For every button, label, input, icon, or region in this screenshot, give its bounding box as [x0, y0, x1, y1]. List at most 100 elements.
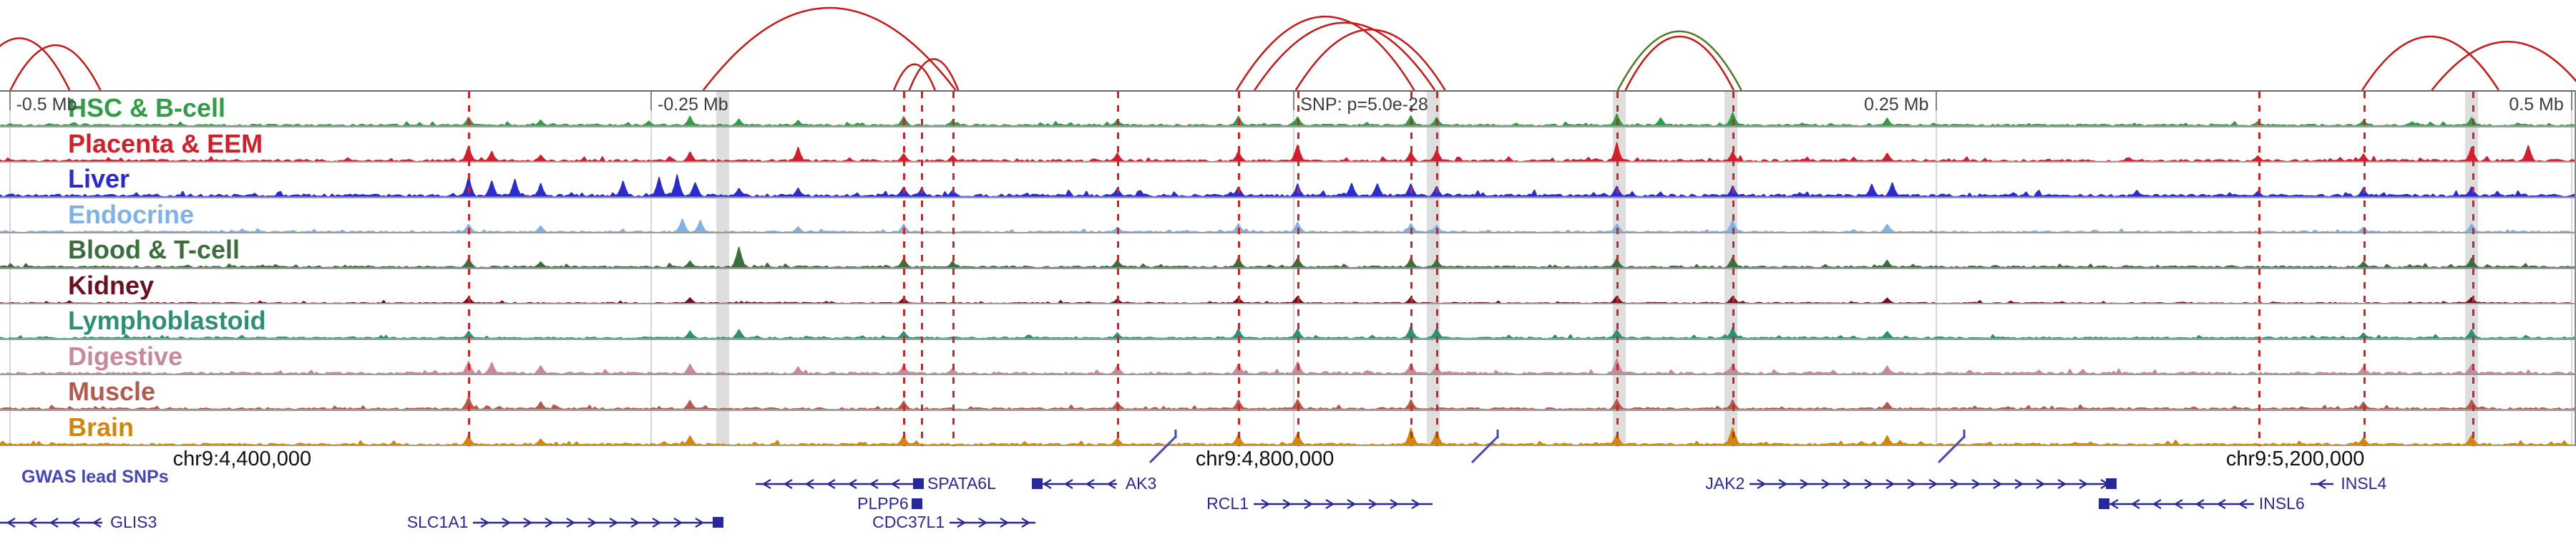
gene-label: AK3 [1125, 474, 1157, 493]
gene-line [2102, 499, 2254, 509]
gene-label: CDC37L1 [872, 513, 945, 531]
lead-snp-dashed-line [1616, 92, 1619, 446]
track-label: Blood & T-cell [68, 235, 240, 264]
lead-snp-marker [1937, 430, 1966, 464]
signal-tracks-panel: HSC & B-cell Placenta & EEM Liver Endocrine… [0, 90, 2576, 446]
lead-snp-dashed-line [2472, 92, 2474, 446]
lead-snp-dashed-line [1436, 92, 1439, 446]
axis-tick [650, 92, 652, 110]
interaction-arc [2361, 35, 2500, 91]
genomic-coordinate-row: chr9:4,400,000 chr9:4,800,000 chr9:5,200,0… [0, 448, 2576, 470]
lead-snp-dashed-line [903, 92, 906, 446]
interaction-arc [1294, 29, 1446, 91]
interaction-arcs-canvas [0, 7, 2576, 91]
gene-label: JAK2 [1705, 474, 1745, 493]
axis-gridline [9, 92, 11, 446]
axis-gridline [1293, 92, 1295, 446]
gene-line [756, 479, 921, 489]
axis-tick-label: 0.25 Mb [1864, 95, 1929, 115]
track-row: Digestive [0, 340, 2575, 375]
track-row: Blood & T-cell [0, 233, 2575, 269]
signal-area [0, 295, 2575, 303]
track-row: Brain [0, 411, 2575, 446]
axis-tick-label: -0.25 Mb [658, 95, 728, 115]
lead-snp-dashed-line [1732, 92, 1735, 446]
lead-snp-dashed-line [1297, 92, 1299, 446]
lead-snp-dashed-line [2258, 92, 2260, 446]
lead-snp-dashed-line [921, 92, 924, 446]
coordinate-label: chr9:4,800,000 [1195, 448, 1335, 470]
track-label: Muscle [68, 377, 156, 406]
interaction-arc [1624, 36, 1735, 91]
axis-tick [1936, 92, 1938, 110]
interaction-arc [1616, 30, 1742, 91]
track-row: Endocrine [0, 198, 2575, 233]
track-row: Placenta & EEM [0, 127, 2575, 163]
gene-label: RCL1 [1206, 494, 1249, 513]
gene-label: SPATA6L [927, 474, 996, 493]
axis-gridline [1936, 92, 1938, 446]
signal-area [0, 325, 2575, 339]
axis-tick-label: -0.5 Mb [16, 95, 77, 115]
track-row: Kidney [0, 269, 2575, 304]
track-label: HSC & B-cell [68, 93, 226, 122]
gene-label: INSL6 [2258, 494, 2305, 513]
track-row: HSC & B-cell [0, 92, 2575, 127]
signal-area [0, 112, 2575, 126]
gene-exon [911, 498, 922, 509]
track-label: Lymphoblastoid [68, 306, 266, 335]
gene-label: SLC1A1 [406, 513, 469, 531]
gene-line [473, 518, 718, 528]
signal-area [0, 174, 2575, 197]
lead-snp-dashed-line [1410, 92, 1413, 446]
lead-snp-dashed-line [952, 92, 955, 446]
track-row: Muscle [0, 375, 2575, 411]
lead-snp-marker [1149, 430, 1177, 464]
gene-line [1253, 499, 1433, 509]
track-label: Digestive [68, 341, 183, 371]
highlight-band [716, 92, 730, 446]
interaction-arc [0, 37, 71, 91]
track-label: Kidney [68, 270, 155, 300]
lead-snp-dashed-line [467, 92, 470, 446]
axis-tick-label: 0.5 Mb [2509, 95, 2564, 115]
signal-area [0, 357, 2575, 374]
gene-exon [913, 478, 924, 489]
track-row: Lymphoblastoid [0, 304, 2575, 340]
gene-label: INSL4 [2341, 474, 2387, 493]
interaction-arc [1254, 21, 1436, 91]
gene-exon [1032, 478, 1043, 489]
gene-line [949, 518, 1035, 528]
interaction-arc [1235, 16, 1415, 91]
highlight-band [1612, 92, 1626, 446]
track-label: Liver [68, 164, 130, 193]
coordinate-label: chr9:4,400,000 [172, 448, 312, 470]
gene-label: PLPP6 [857, 494, 909, 513]
signal-area [0, 396, 2575, 410]
highlight-band [2465, 92, 2479, 446]
axis-tick-label: SNP: p=5.0e-28 [1300, 95, 1428, 115]
lead-snp-dashed-line [1238, 92, 1241, 446]
axis-gridline [2570, 92, 2572, 446]
interaction-arc [9, 44, 102, 91]
track-row: Liver [0, 163, 2575, 198]
signal-area [0, 246, 2575, 268]
gene-line [2311, 479, 2334, 489]
coordinate-label: chr9:5,200,000 [2225, 448, 2365, 470]
axis-tick [1293, 92, 1295, 110]
track-label: Brain [68, 412, 135, 442]
gene-exon [2098, 498, 2109, 509]
track-label: Placenta & EEM [68, 128, 263, 158]
signal-area [0, 142, 2575, 161]
lead-snp-marker [1471, 430, 1499, 464]
interaction-arc [702, 7, 957, 91]
gene-annotation-track: GLIS3 SLC1A1 SPATA6L PLPP6 CDC37L1 AK3 RCL1 JAK… [0, 474, 2576, 537]
track-label: Endocrine [68, 199, 195, 229]
lead-snp-dashed-line [1116, 92, 1119, 446]
signal-area [0, 427, 2575, 445]
axis-tick [9, 92, 11, 110]
axis-tick [2570, 92, 2572, 110]
axis-gridline [650, 92, 652, 446]
gene-exon [713, 517, 724, 528]
